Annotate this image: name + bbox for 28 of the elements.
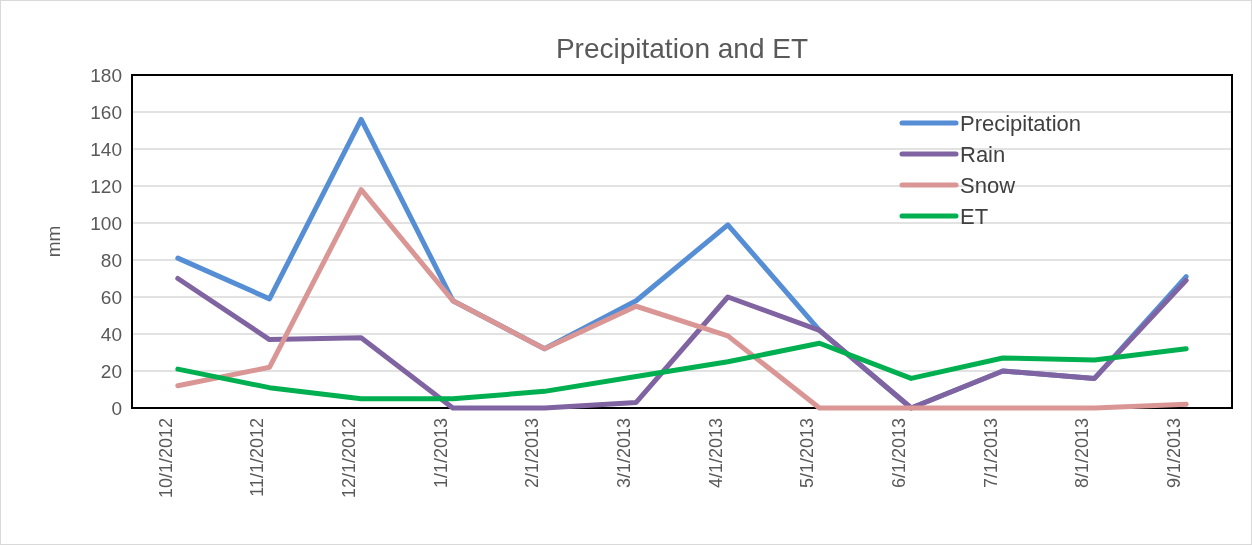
legend-label: Snow bbox=[960, 173, 1016, 198]
x-tick-label: 11/1/2012 bbox=[247, 418, 268, 497]
y-tick-label: 120 bbox=[90, 175, 122, 197]
chart-title: Precipitation and ET bbox=[555, 33, 809, 64]
y-tick-label: 0 bbox=[111, 397, 122, 419]
legend-label: ET bbox=[960, 204, 989, 229]
x-tick-label: 9/1/2013 bbox=[1163, 418, 1184, 489]
y-tick-label: 40 bbox=[100, 323, 122, 345]
y-tick-label: 140 bbox=[90, 138, 122, 160]
x-tick-label: 10/1/2012 bbox=[155, 418, 176, 499]
y-tick-label: 180 bbox=[90, 64, 122, 86]
x-tick-label: 1/1/2013 bbox=[430, 418, 451, 489]
legend-label: Precipitation bbox=[960, 111, 1082, 136]
x-tick-label: 8/1/2013 bbox=[1072, 418, 1093, 489]
y-tick-label: 100 bbox=[90, 212, 122, 234]
x-tick-label: 12/1/2012 bbox=[338, 418, 359, 499]
x-tick-label: 5/1/2013 bbox=[797, 418, 818, 489]
y-tick-label: 80 bbox=[100, 249, 122, 271]
y-tick-label: 60 bbox=[100, 286, 122, 308]
x-tick-label: 6/1/2013 bbox=[888, 418, 909, 489]
x-tick-label: 2/1/2013 bbox=[522, 418, 543, 489]
y-tick-label: 20 bbox=[100, 360, 122, 382]
x-tick-label: 3/1/2013 bbox=[613, 418, 634, 489]
x-tick-label: 4/1/2013 bbox=[705, 418, 726, 489]
legend-label: Rain bbox=[960, 142, 1006, 167]
x-tick-label: 7/1/2013 bbox=[980, 418, 1001, 489]
y-axis-title: mm bbox=[43, 225, 64, 258]
y-tick-label: 160 bbox=[90, 101, 122, 123]
